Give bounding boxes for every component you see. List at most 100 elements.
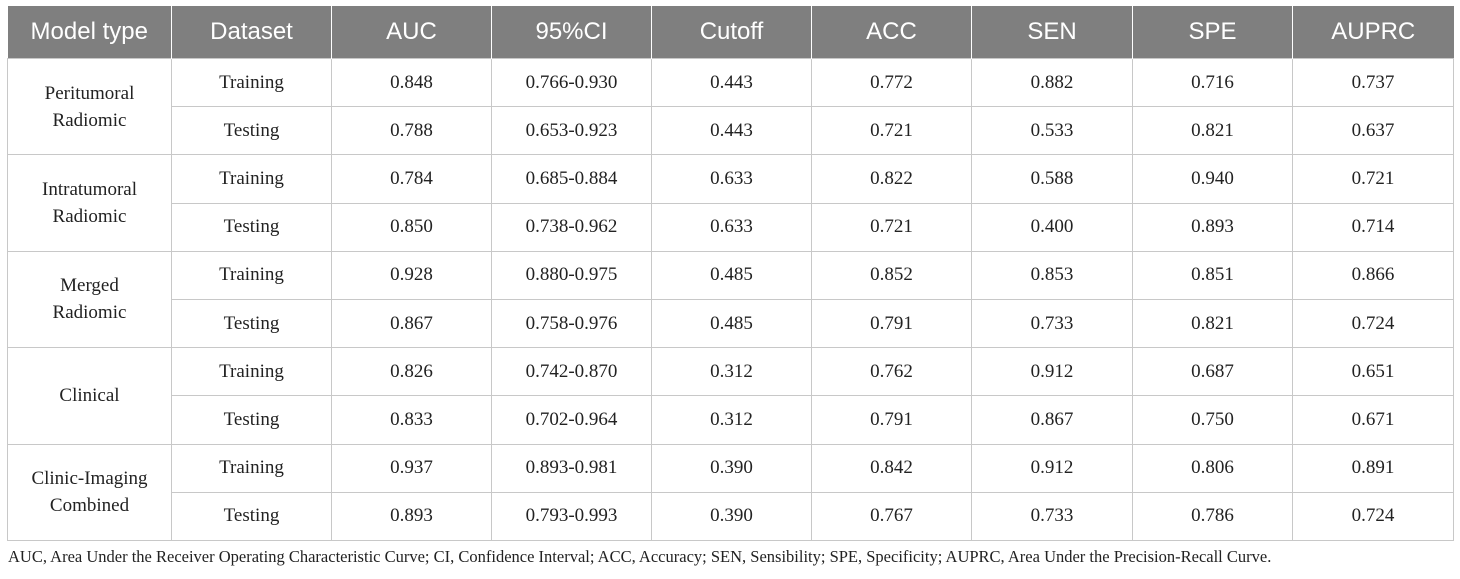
table-header: Model type Dataset AUC 95%CI Cutoff ACC SEN SPE… (7, 6, 1454, 59)
metric-cell: 0.786 (1132, 491, 1293, 541)
column-header: SPE (1132, 6, 1293, 59)
dataset-cell: Training (171, 443, 332, 493)
metric-cell: 0.742-0.870 (491, 347, 652, 397)
table-row: Clinic-Imaging Combined Training 0.937 0.893… (7, 443, 1454, 541)
metric-cell: 0.716 (1132, 57, 1293, 108)
metric-cell: 0.853 (971, 250, 1133, 300)
metric-cell: 0.772 (811, 57, 972, 108)
metric-cell: 0.928 (331, 250, 492, 300)
table-row: Clinical Training 0.826 0.742-0.870 0.312 0.7… (7, 347, 1454, 445)
metric-cell: 0.312 (651, 395, 812, 445)
model-type-cell: Clinical (7, 347, 172, 445)
column-header: 95%CI (491, 6, 652, 59)
metric-cell: 0.724 (1292, 491, 1454, 541)
dataset-cell: Testing (171, 202, 332, 252)
dataset-cell: Testing (171, 491, 332, 541)
dataset-cell: Training (171, 154, 332, 204)
metric-cell: 0.637 (1292, 106, 1454, 156)
metric-cell: 0.400 (971, 202, 1133, 252)
dataset-cell: Training (171, 347, 332, 397)
metric-cell: 0.721 (811, 106, 972, 156)
metric-cell: 0.891 (1292, 443, 1454, 493)
table-row: Testing 0.788 0.653-0.923 0.443 0.721 0.533 0.… (8, 106, 1454, 156)
metric-cell: 0.633 (651, 202, 812, 252)
model-type-label: Clinical (59, 385, 120, 407)
table-row: Testing 0.867 0.758-0.976 0.485 0.791 0.733 0.… (8, 298, 1454, 349)
metric-cell: 0.822 (811, 154, 972, 204)
model-type-label: Merged (60, 275, 119, 297)
metric-cell: 0.390 (651, 443, 812, 493)
model-type-label: Radiomic (52, 206, 127, 228)
metric-cell: 0.738-0.962 (491, 202, 652, 252)
metric-cell: 0.737 (1292, 57, 1454, 108)
metric-cell: 0.485 (651, 298, 812, 349)
metric-cell: 0.912 (971, 347, 1133, 397)
table-row: Intratumoral Radiomic Training 0.784 0.685-0… (7, 154, 1454, 252)
metric-cell: 0.687 (1132, 347, 1293, 397)
model-type-cell: Merged Radiomic (7, 250, 172, 349)
metric-cell: 0.821 (1132, 298, 1293, 349)
metric-cell: 0.312 (651, 347, 812, 397)
metric-cell: 0.443 (651, 106, 812, 156)
dataset-cell: Training (171, 57, 332, 108)
metric-cell: 0.653-0.923 (491, 106, 652, 156)
metric-cell: 0.758-0.976 (491, 298, 652, 349)
metric-cell: 0.821 (1132, 106, 1293, 156)
model-type-cell: Peritumoral Radiomic (7, 57, 172, 156)
metric-cell: 0.806 (1132, 443, 1293, 493)
table-row: Testing 0.850 0.738-0.962 0.633 0.721 0.400 0.… (8, 202, 1454, 252)
model-type-cell: Intratumoral Radiomic (7, 154, 172, 252)
table-row: Testing 0.833 0.702-0.964 0.312 0.791 0.867 0.… (8, 395, 1454, 445)
column-header: Cutoff (651, 6, 812, 59)
metric-cell: 0.851 (1132, 250, 1293, 300)
metric-cell: 0.882 (971, 57, 1133, 108)
table-row: Peritumoral Radiomic Training 0.848 0.766-0.… (7, 57, 1454, 156)
metric-cell: 0.791 (811, 298, 972, 349)
metric-cell: 0.912 (971, 443, 1133, 493)
metric-cell: 0.724 (1292, 298, 1454, 349)
metric-cell: 0.721 (811, 202, 972, 252)
metric-cell: 0.940 (1132, 154, 1293, 204)
metric-cell: 0.867 (971, 395, 1133, 445)
column-header: Dataset (171, 6, 332, 59)
metric-cell: 0.850 (331, 202, 492, 252)
column-header: AUPRC (1292, 6, 1454, 59)
model-type-label: Radiomic (52, 302, 127, 324)
metric-cell: 0.588 (971, 154, 1133, 204)
metric-cell: 0.633 (651, 154, 812, 204)
metric-cell: 0.893 (331, 491, 492, 541)
metric-cell: 0.852 (811, 250, 972, 300)
metric-cell: 0.733 (971, 298, 1133, 349)
metric-cell: 0.702-0.964 (491, 395, 652, 445)
metric-cell: 0.714 (1292, 202, 1454, 252)
metric-cell: 0.721 (1292, 154, 1454, 204)
metric-cell: 0.733 (971, 491, 1133, 541)
model-type-label: Peritumoral (44, 82, 135, 104)
dataset-cell: Testing (171, 395, 332, 445)
metric-cell: 0.390 (651, 491, 812, 541)
dataset-cell: Testing (171, 298, 332, 349)
metric-cell: 0.685-0.884 (491, 154, 652, 204)
column-header: Model type (7, 6, 172, 59)
column-header: ACC (811, 6, 972, 59)
metric-cell: 0.866 (1292, 250, 1454, 300)
metric-cell: 0.848 (331, 57, 492, 108)
metric-cell: 0.762 (811, 347, 972, 397)
metric-cell: 0.937 (331, 443, 492, 493)
model-type-label: Intratumoral (42, 179, 137, 201)
metric-cell: 0.788 (331, 106, 492, 156)
model-type-label: Radiomic (52, 109, 127, 131)
metric-cell: 0.443 (651, 57, 812, 108)
dataset-cell: Testing (171, 106, 332, 156)
metric-cell: 0.842 (811, 443, 972, 493)
table-row: Merged Radiomic Training 0.928 0.880-0.975 0.… (7, 250, 1454, 349)
metric-cell: 0.791 (811, 395, 972, 445)
metric-cell: 0.533 (971, 106, 1133, 156)
model-type-label: Combined (49, 495, 130, 517)
column-header: SEN (971, 6, 1133, 59)
dataset-cell: Training (171, 250, 332, 300)
metric-cell: 0.651 (1292, 347, 1454, 397)
metric-cell: 0.793-0.993 (491, 491, 652, 541)
metric-cell: 0.867 (331, 298, 492, 349)
metric-cell: 0.750 (1132, 395, 1293, 445)
